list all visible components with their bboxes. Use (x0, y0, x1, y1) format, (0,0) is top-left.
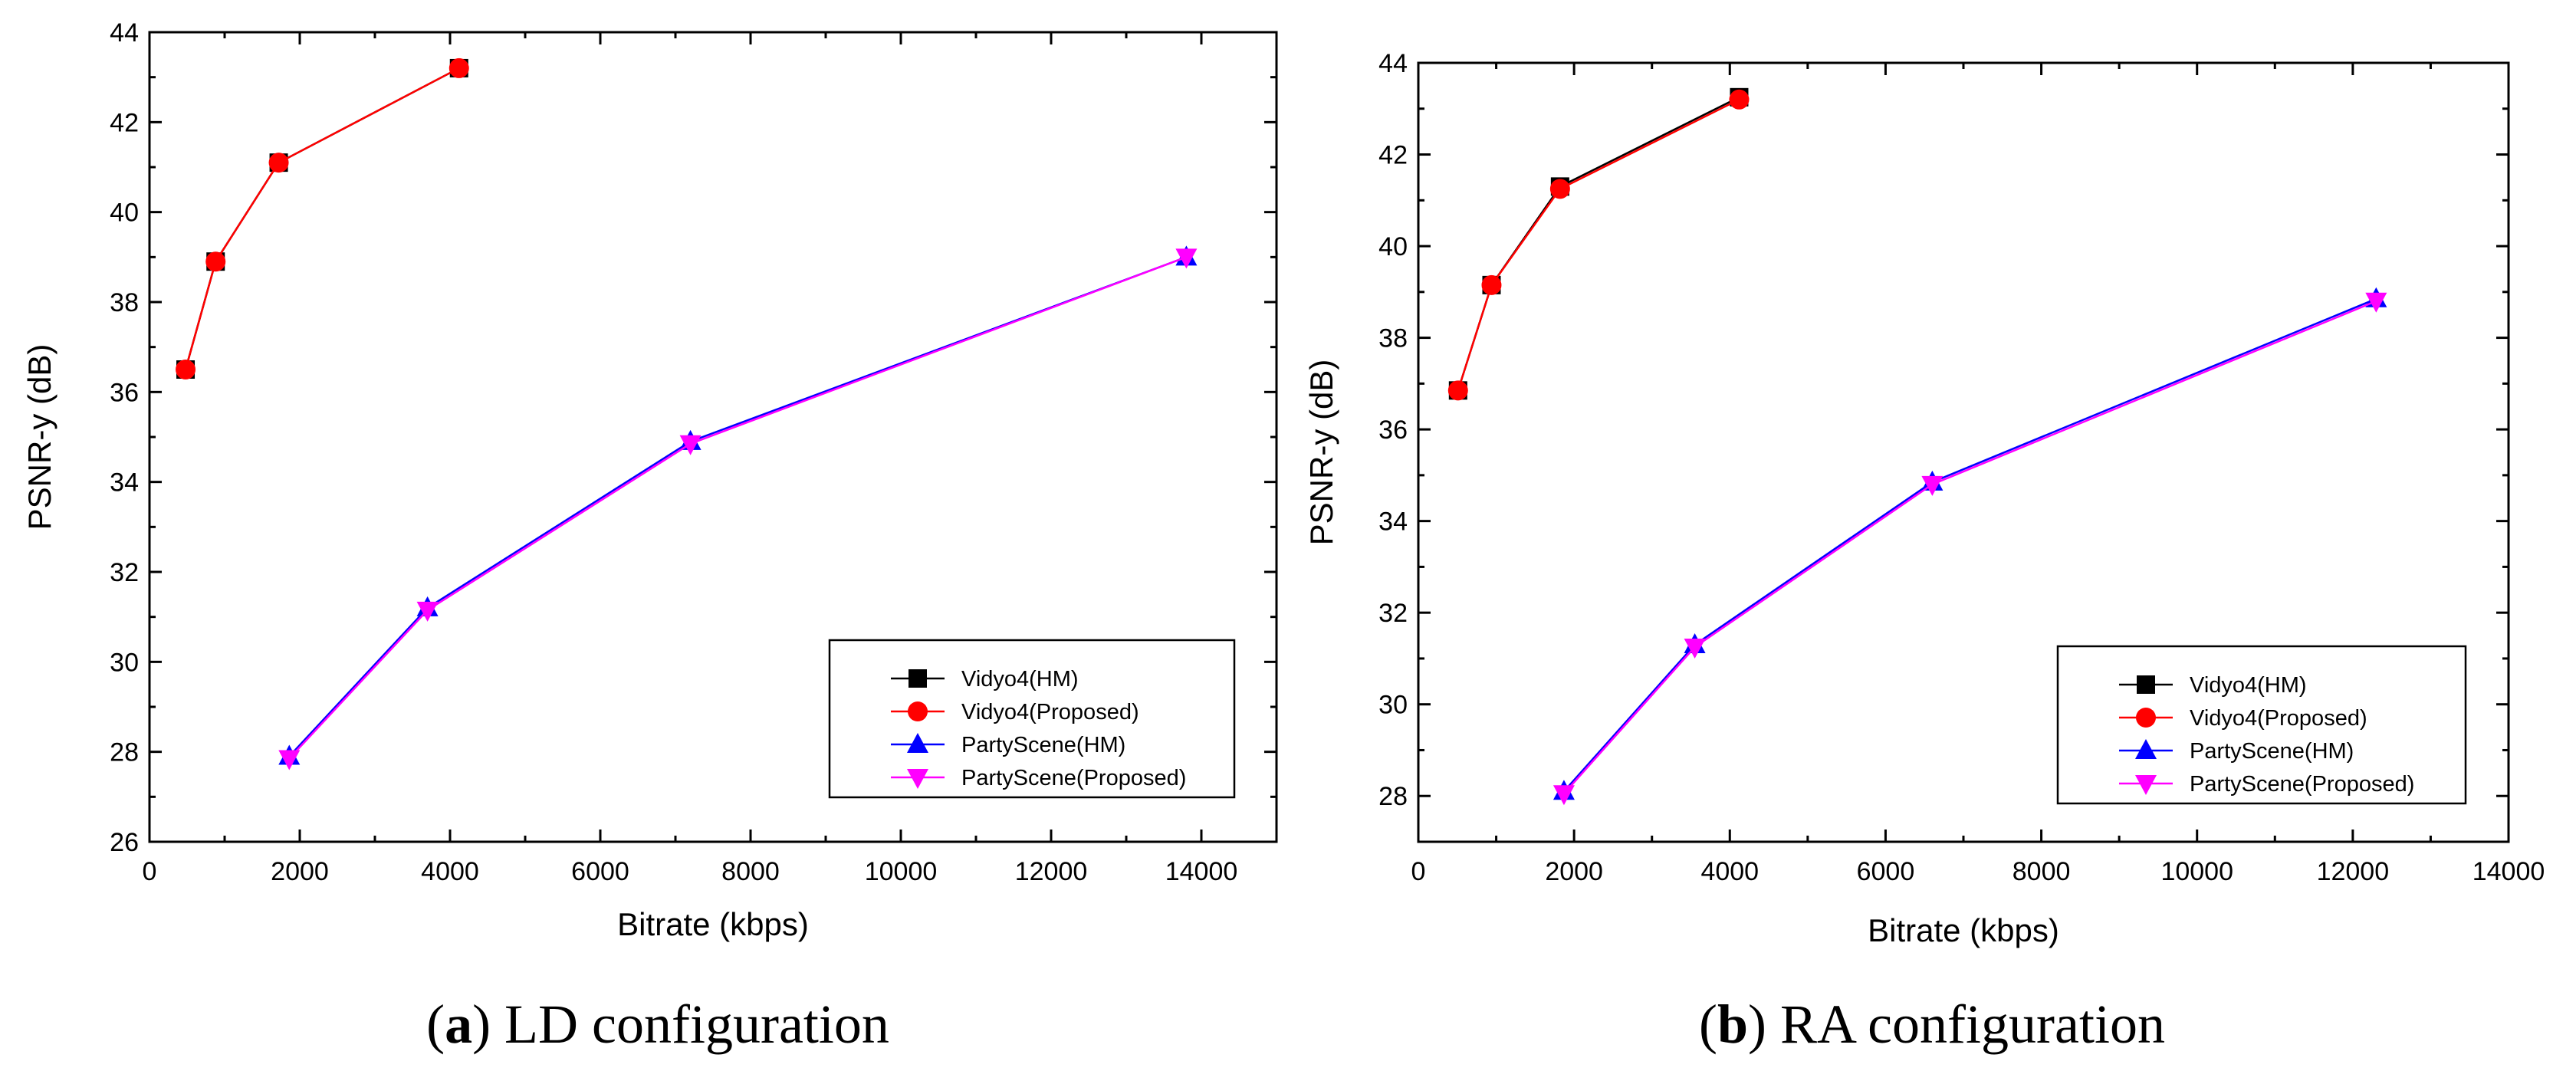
legend-label-partyscene-proposed: PartyScene(Proposed) (2190, 772, 2414, 797)
y-tick-label: 32 (110, 558, 139, 587)
legend-box (2056, 645, 2467, 805)
x-tick-label: 2000 (1545, 857, 1603, 886)
y-tick-label: 38 (1378, 324, 1408, 353)
series-line-partyscene-proposed (288, 256, 1187, 760)
data-point-partyscene-proposed (278, 750, 301, 770)
caption-open-paren: ( (1699, 994, 1717, 1055)
series-line-vidyo4-hm (184, 67, 460, 370)
caption-close-paren: ) (472, 994, 504, 1055)
x-axis-title: Bitrate (kbps) (1868, 912, 2059, 948)
legend-label-partyscene-hm: PartyScene(HM) (2190, 739, 2354, 764)
data-point-vidyo4-proposed (268, 153, 289, 173)
caption-text: LD configuration (504, 994, 889, 1055)
x-tick-label: 14000 (2472, 857, 2545, 886)
legend-marker-vidyo4-hm (2137, 675, 2155, 694)
y-tick-label: 30 (1378, 691, 1408, 720)
legend-marker-vidyo4-proposed (2136, 708, 2156, 728)
data-point-vidyo4-proposed (449, 57, 469, 78)
x-tick-label: 12000 (1015, 857, 1088, 886)
y-tick-label: 38 (110, 288, 139, 317)
legend-marker-partyscene-proposed (907, 769, 928, 789)
y-tick-label: 30 (110, 648, 139, 677)
y-tick-label: 42 (110, 108, 139, 137)
legend: Vidyo4(HM) Vidyo4(Proposed) PartyScene(HM)… (828, 639, 1236, 799)
y-tick-label: 34 (110, 468, 139, 498)
data-point-partyscene-proposed (416, 601, 439, 622)
y-tick-label: 44 (1378, 49, 1408, 78)
y-tick-label: 28 (1378, 782, 1408, 811)
data-point-partyscene-proposed (1684, 639, 1706, 659)
legend-label-partyscene-proposed: PartyScene(Proposed) (961, 766, 1186, 790)
data-point-partyscene-proposed (1552, 785, 1575, 806)
series-line-vidyo4-proposed (1457, 98, 1740, 391)
x-tick-label: 12000 (2317, 857, 2390, 886)
x-tick-label: 14000 (1165, 857, 1238, 886)
legend-marker-vidyo4-proposed (908, 701, 928, 721)
x-tick-label: 0 (1411, 857, 1426, 886)
y-axis-title: PSNR-y (dB) (1303, 360, 1339, 546)
data-point-partyscene-proposed (1921, 475, 1944, 496)
caption-letter: a (445, 994, 472, 1055)
legend-label-vidyo4-proposed: Vidyo4(Proposed) (961, 700, 1139, 724)
y-tick-label: 28 (110, 738, 139, 767)
data-point-vidyo4-proposed (1481, 274, 1502, 295)
y-tick-label: 42 (1378, 141, 1408, 170)
legend-label-vidyo4-hm: Vidyo4(HM) (2190, 673, 2307, 698)
x-tick-label: 10000 (2160, 857, 2233, 886)
caption-open-paren: ( (426, 994, 445, 1055)
y-tick-label: 40 (1378, 232, 1408, 261)
legend-box (828, 639, 1236, 799)
data-point-partyscene-proposed (679, 435, 702, 455)
x-tick-label: 6000 (1857, 857, 1915, 886)
caption-text: RA configuration (1780, 994, 2165, 1055)
series-line-vidyo4-proposed (184, 67, 460, 370)
chart-caption: (a) LD configuration (426, 994, 889, 1055)
y-tick-label: 44 (110, 18, 139, 48)
legend: Vidyo4(HM) Vidyo4(Proposed) PartyScene(HM)… (2056, 645, 2467, 805)
x-tick-label: 8000 (721, 857, 780, 886)
chart-ra-configuration: 0 2000 4000 6000 8000 10000 12000 14000 28 30 32 34… (1303, 49, 2545, 1055)
legend-marker-partyscene-proposed (2135, 775, 2157, 795)
data-point-vidyo4-proposed (1447, 380, 1468, 401)
legend-label-vidyo4-hm: Vidyo4(HM) (961, 667, 1079, 692)
x-tick-label: 4000 (1700, 857, 1759, 886)
series-line-partyscene-hm (1563, 297, 2377, 793)
y-tick-label: 34 (1378, 508, 1408, 537)
data-point-partyscene-proposed (1175, 248, 1198, 269)
series-line-partyscene-hm (288, 256, 1187, 757)
y-tick-label: 36 (110, 378, 139, 407)
x-tick-label: 10000 (865, 857, 938, 886)
y-tick-label: 36 (1378, 416, 1408, 445)
x-tick-label: 2000 (271, 857, 329, 886)
x-tick-label: 6000 (571, 857, 629, 886)
legend-marker-partyscene-hm (907, 733, 928, 753)
legend-marker-vidyo4-hm (909, 669, 927, 688)
data-point-vidyo4-proposed (1549, 179, 1570, 199)
y-axis-title: PSNR-y (dB) (21, 344, 58, 531)
legend-marker-partyscene-hm (2135, 739, 2157, 759)
series-line-vidyo4-hm (1457, 96, 1740, 391)
caption-close-paren: ) (1748, 994, 1780, 1055)
x-tick-label: 0 (143, 857, 157, 886)
y-tick-label: 26 (110, 828, 139, 857)
x-tick-label: 8000 (2013, 857, 2071, 886)
y-tick-label: 40 (110, 199, 139, 228)
chart-caption: (b) RA configuration (1699, 994, 2165, 1055)
caption-letter: b (1717, 994, 1748, 1055)
chart-ld-configuration: 0 2000 4000 6000 8000 10000 12000 14000 26 28 30 32… (21, 18, 1278, 1055)
data-point-vidyo4-proposed (176, 360, 196, 379)
data-point-partyscene-proposed (2365, 292, 2387, 313)
legend-label-vidyo4-proposed: Vidyo4(Proposed) (2190, 706, 2367, 731)
x-tick-label: 4000 (421, 857, 479, 886)
y-tick-label: 32 (1378, 599, 1408, 628)
data-point-vidyo4-proposed (205, 251, 226, 272)
data-point-vidyo4-proposed (1729, 89, 1750, 110)
x-axis-title: Bitrate (kbps) (617, 906, 809, 942)
legend-label-partyscene-hm: PartyScene(HM) (961, 733, 1125, 757)
series-line-partyscene-proposed (1563, 300, 2377, 795)
